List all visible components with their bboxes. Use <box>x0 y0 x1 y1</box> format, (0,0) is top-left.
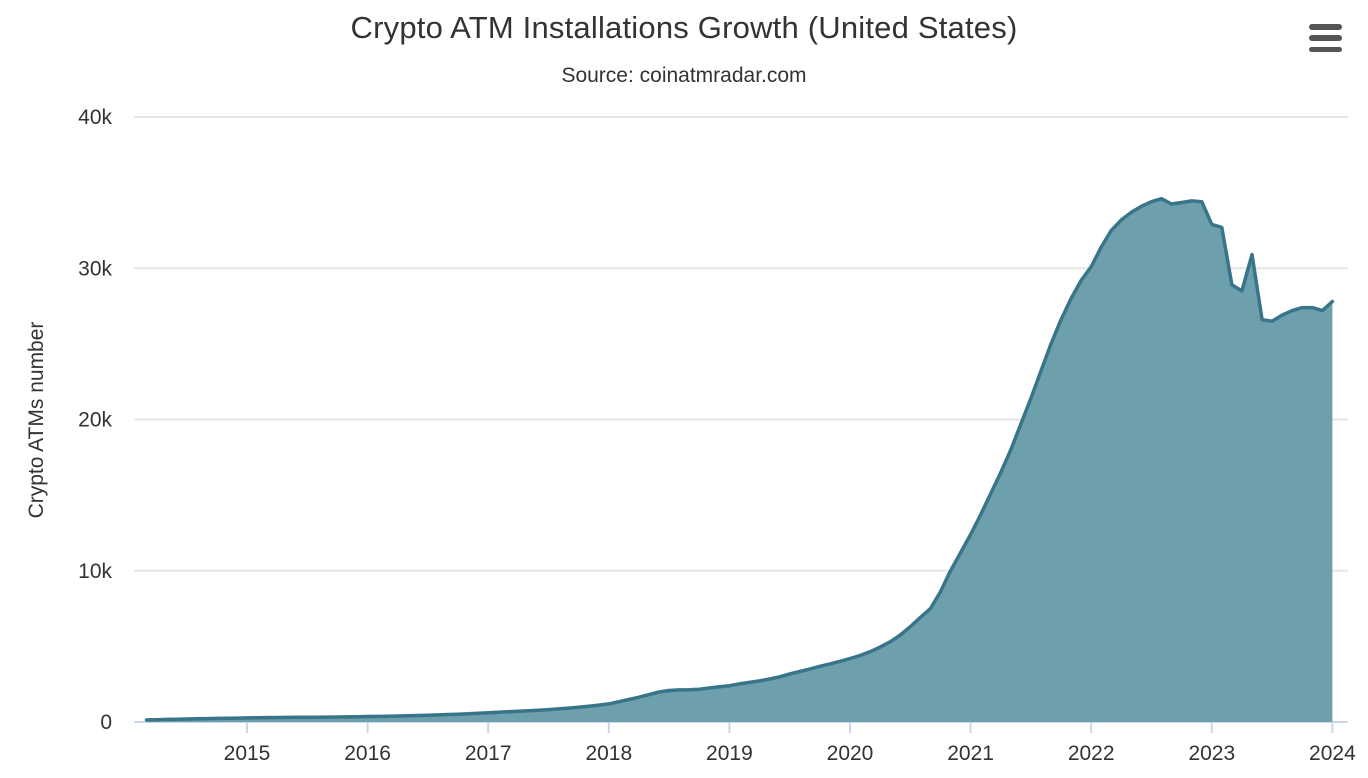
y-tick-label: 40k <box>78 106 112 129</box>
chart-title: Crypto ATM Installations Growth (United … <box>350 10 1018 45</box>
context-menu-button[interactable] <box>1309 24 1342 52</box>
x-tick-label: 2019 <box>706 742 753 765</box>
hamburger-icon-bar <box>1309 46 1342 52</box>
hamburger-icon <box>1309 24 1342 30</box>
chart-subtitle: Source: coinatmradar.com <box>561 64 807 87</box>
x-tick-label: 2015 <box>224 742 271 765</box>
area-series-line[interactable] <box>144 196 1335 722</box>
x-tick-label: 2024 <box>1309 742 1356 765</box>
hamburger-icon-bar <box>1309 35 1342 41</box>
y-tick-label: 20k <box>78 409 112 432</box>
x-tick-label: 2023 <box>1188 742 1235 765</box>
y-tick-label: 10k <box>78 560 112 583</box>
area-series-fill[interactable] <box>146 198 1333 722</box>
y-tick-label: 0 <box>100 711 112 734</box>
x-tick-label: 2021 <box>947 742 994 765</box>
x-tick-label: 2018 <box>585 742 632 765</box>
y-tick-label: 30k <box>78 257 112 280</box>
x-tick-label: 2017 <box>465 742 512 765</box>
x-tick-label: 2016 <box>344 742 391 765</box>
x-tick-label: 2020 <box>827 742 874 765</box>
x-tick-label: 2022 <box>1068 742 1115 765</box>
